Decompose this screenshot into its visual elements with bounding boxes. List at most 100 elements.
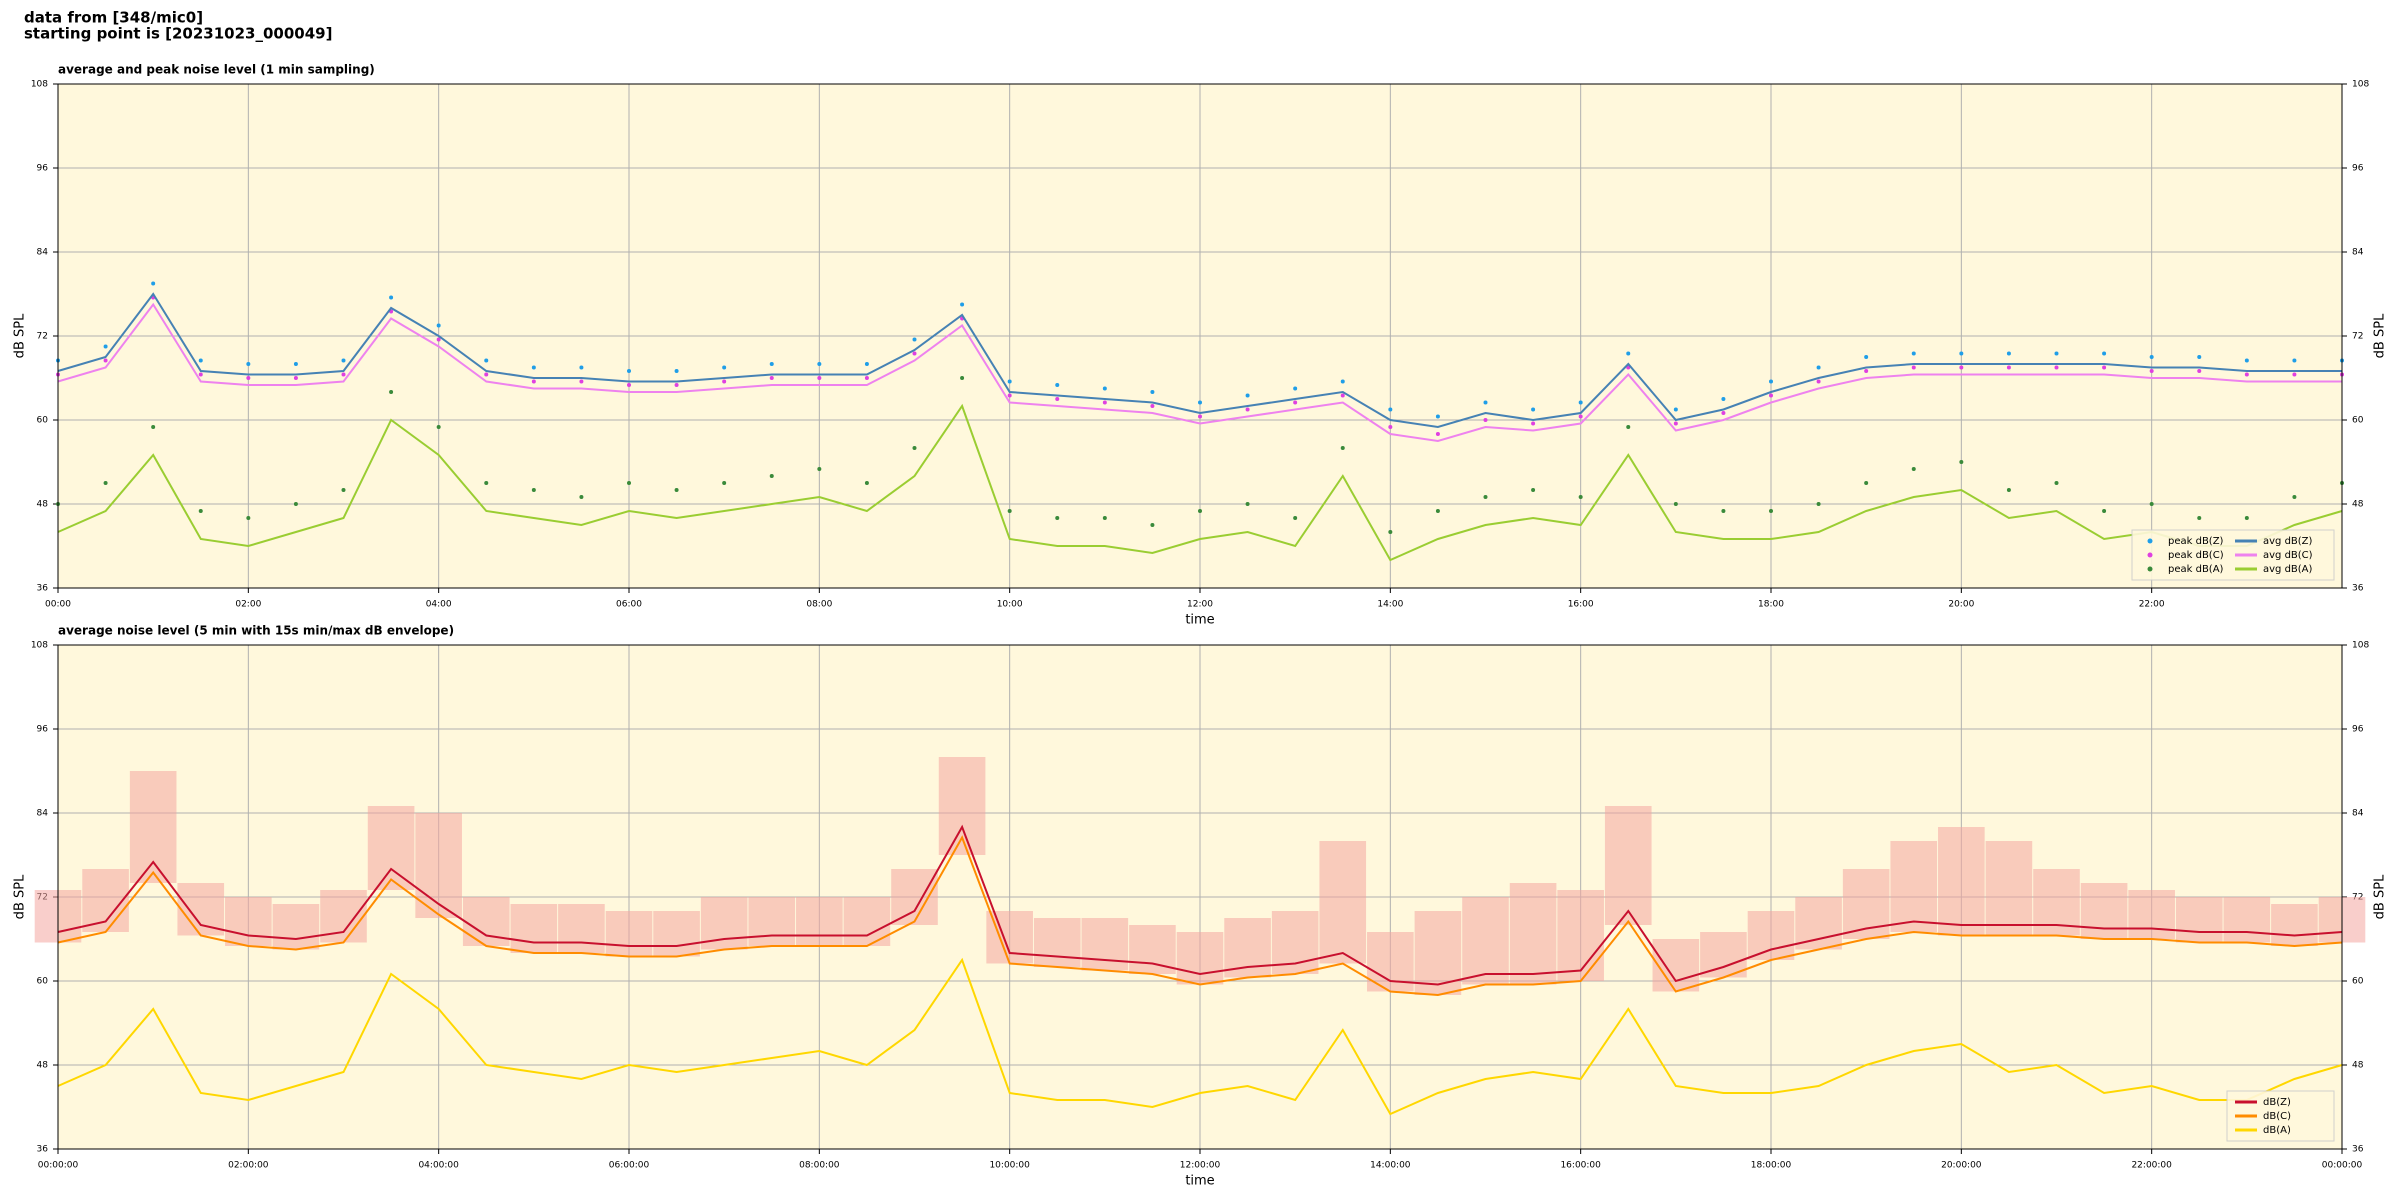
peak-point [627, 369, 631, 373]
y-tick-label: 60 [37, 977, 49, 987]
peak-point [2197, 516, 2202, 520]
peak-point [1102, 400, 1107, 405]
y-tick-label: 84 [2352, 809, 2364, 819]
y-tick-label: 48 [2352, 1061, 2364, 1071]
y-axis-label: dB SPL [13, 313, 28, 358]
peak-point [674, 383, 679, 387]
envelope-band [1081, 918, 1129, 971]
peak-point [1864, 481, 1869, 485]
legend-label: peak dB(Z) [2168, 536, 2224, 547]
peak-point [484, 481, 489, 485]
envelope-band [1604, 806, 1652, 925]
peak-point [246, 516, 251, 520]
x-tick-label: 08:00 [806, 600, 832, 610]
peak-point [1245, 393, 1250, 398]
envelope-band [415, 813, 462, 918]
peak-point [864, 481, 869, 485]
x-tick-label: 22:00:00 [2131, 1161, 2172, 1171]
y-tick-label: 72 [37, 332, 48, 342]
envelope-band [1176, 932, 1224, 985]
x-axis-label: time [1185, 613, 1214, 628]
peak-point [579, 495, 584, 499]
y-tick-label: 108 [31, 80, 48, 90]
x-tick-label: 14:00:00 [1370, 1161, 1411, 1171]
peak-point [436, 425, 441, 429]
peak-point [864, 362, 869, 366]
y-tick-label: 36 [2352, 584, 2364, 594]
peak-point [1769, 379, 1773, 384]
peak-point [817, 376, 822, 380]
peak-point [579, 379, 584, 384]
y-tick-label: 96 [37, 164, 49, 174]
x-tick-label: 06:00 [616, 600, 642, 610]
peak-point [817, 467, 822, 471]
envelope-band [1129, 925, 1176, 974]
peak-point [1483, 495, 1488, 499]
peak-point [2197, 355, 2202, 359]
envelope-band [1795, 897, 1842, 950]
envelope-band [1890, 841, 1938, 932]
peak-point [1293, 400, 1298, 405]
envelope-band [1462, 897, 1509, 985]
peak-point [1435, 509, 1440, 513]
x-axis-label: time [1185, 1174, 1214, 1189]
peak-point [2006, 351, 2011, 356]
peak-point [817, 362, 822, 366]
envelope-band [2223, 897, 2271, 943]
x-tick-label: 02:00 [235, 600, 261, 610]
peak-point [1198, 414, 1202, 419]
header-line: starting point is [20231023_000049] [24, 25, 332, 43]
y-tick-label: 96 [2352, 164, 2364, 174]
peak-point [579, 365, 584, 370]
x-tick-label: 18:00:00 [1751, 1161, 1792, 1171]
envelope-band [558, 904, 605, 953]
series-line [57, 835, 2343, 997]
peak-point [436, 337, 441, 342]
peak-point [198, 509, 203, 513]
envelope-band [1033, 918, 1081, 967]
peak-point [1578, 400, 1583, 405]
y-axis-label: dB SPL [13, 874, 28, 919]
peak-point [103, 358, 108, 363]
series-line [57, 957, 2343, 1116]
legend-label: avg dB(A) [2263, 564, 2313, 575]
y-tick-label: 36 [37, 1145, 49, 1155]
x-tick-label: 22:00 [2139, 600, 2165, 610]
peak-point [769, 474, 774, 478]
series-line [57, 403, 2343, 562]
legend-label: peak dB(A) [2168, 564, 2224, 575]
peak-point [293, 502, 298, 506]
y-tick-label: 60 [2352, 416, 2364, 426]
peak-point [2102, 365, 2107, 370]
y-tick-label: 108 [31, 641, 48, 651]
x-tick-label: 20:00:00 [1941, 1161, 1982, 1171]
peak-point [1959, 460, 1964, 464]
x-tick-label: 04:00 [426, 600, 452, 610]
legend-marker [2147, 566, 2153, 572]
header-line: data from [348/mic0] [24, 9, 203, 27]
peak-point [912, 446, 917, 450]
envelope-band [177, 883, 225, 936]
x-tick-label: 16:00:00 [1560, 1161, 1601, 1171]
peak-point [103, 481, 108, 485]
peak-point [1864, 369, 1869, 373]
envelope-band [796, 897, 843, 946]
envelope-band [129, 771, 177, 883]
peak-point [2197, 369, 2202, 373]
peak-point [341, 488, 346, 492]
peak-point [1198, 400, 1202, 405]
peak-point [2102, 351, 2107, 356]
envelope-band [748, 897, 796, 946]
peak-point [1769, 509, 1773, 513]
legend-label: peak dB(C) [2168, 550, 2224, 561]
x-tick-label: 02:00:00 [228, 1161, 269, 1171]
peak-point [1531, 488, 1536, 492]
x-tick-label: 16:00 [1568, 600, 1594, 610]
peak-point [246, 376, 251, 380]
peak-point [2244, 372, 2249, 377]
x-tick-label: 10:00:00 [989, 1161, 1030, 1171]
peak-point [389, 295, 394, 300]
peak-point [2149, 355, 2154, 359]
axes-frame [57, 644, 2343, 1150]
